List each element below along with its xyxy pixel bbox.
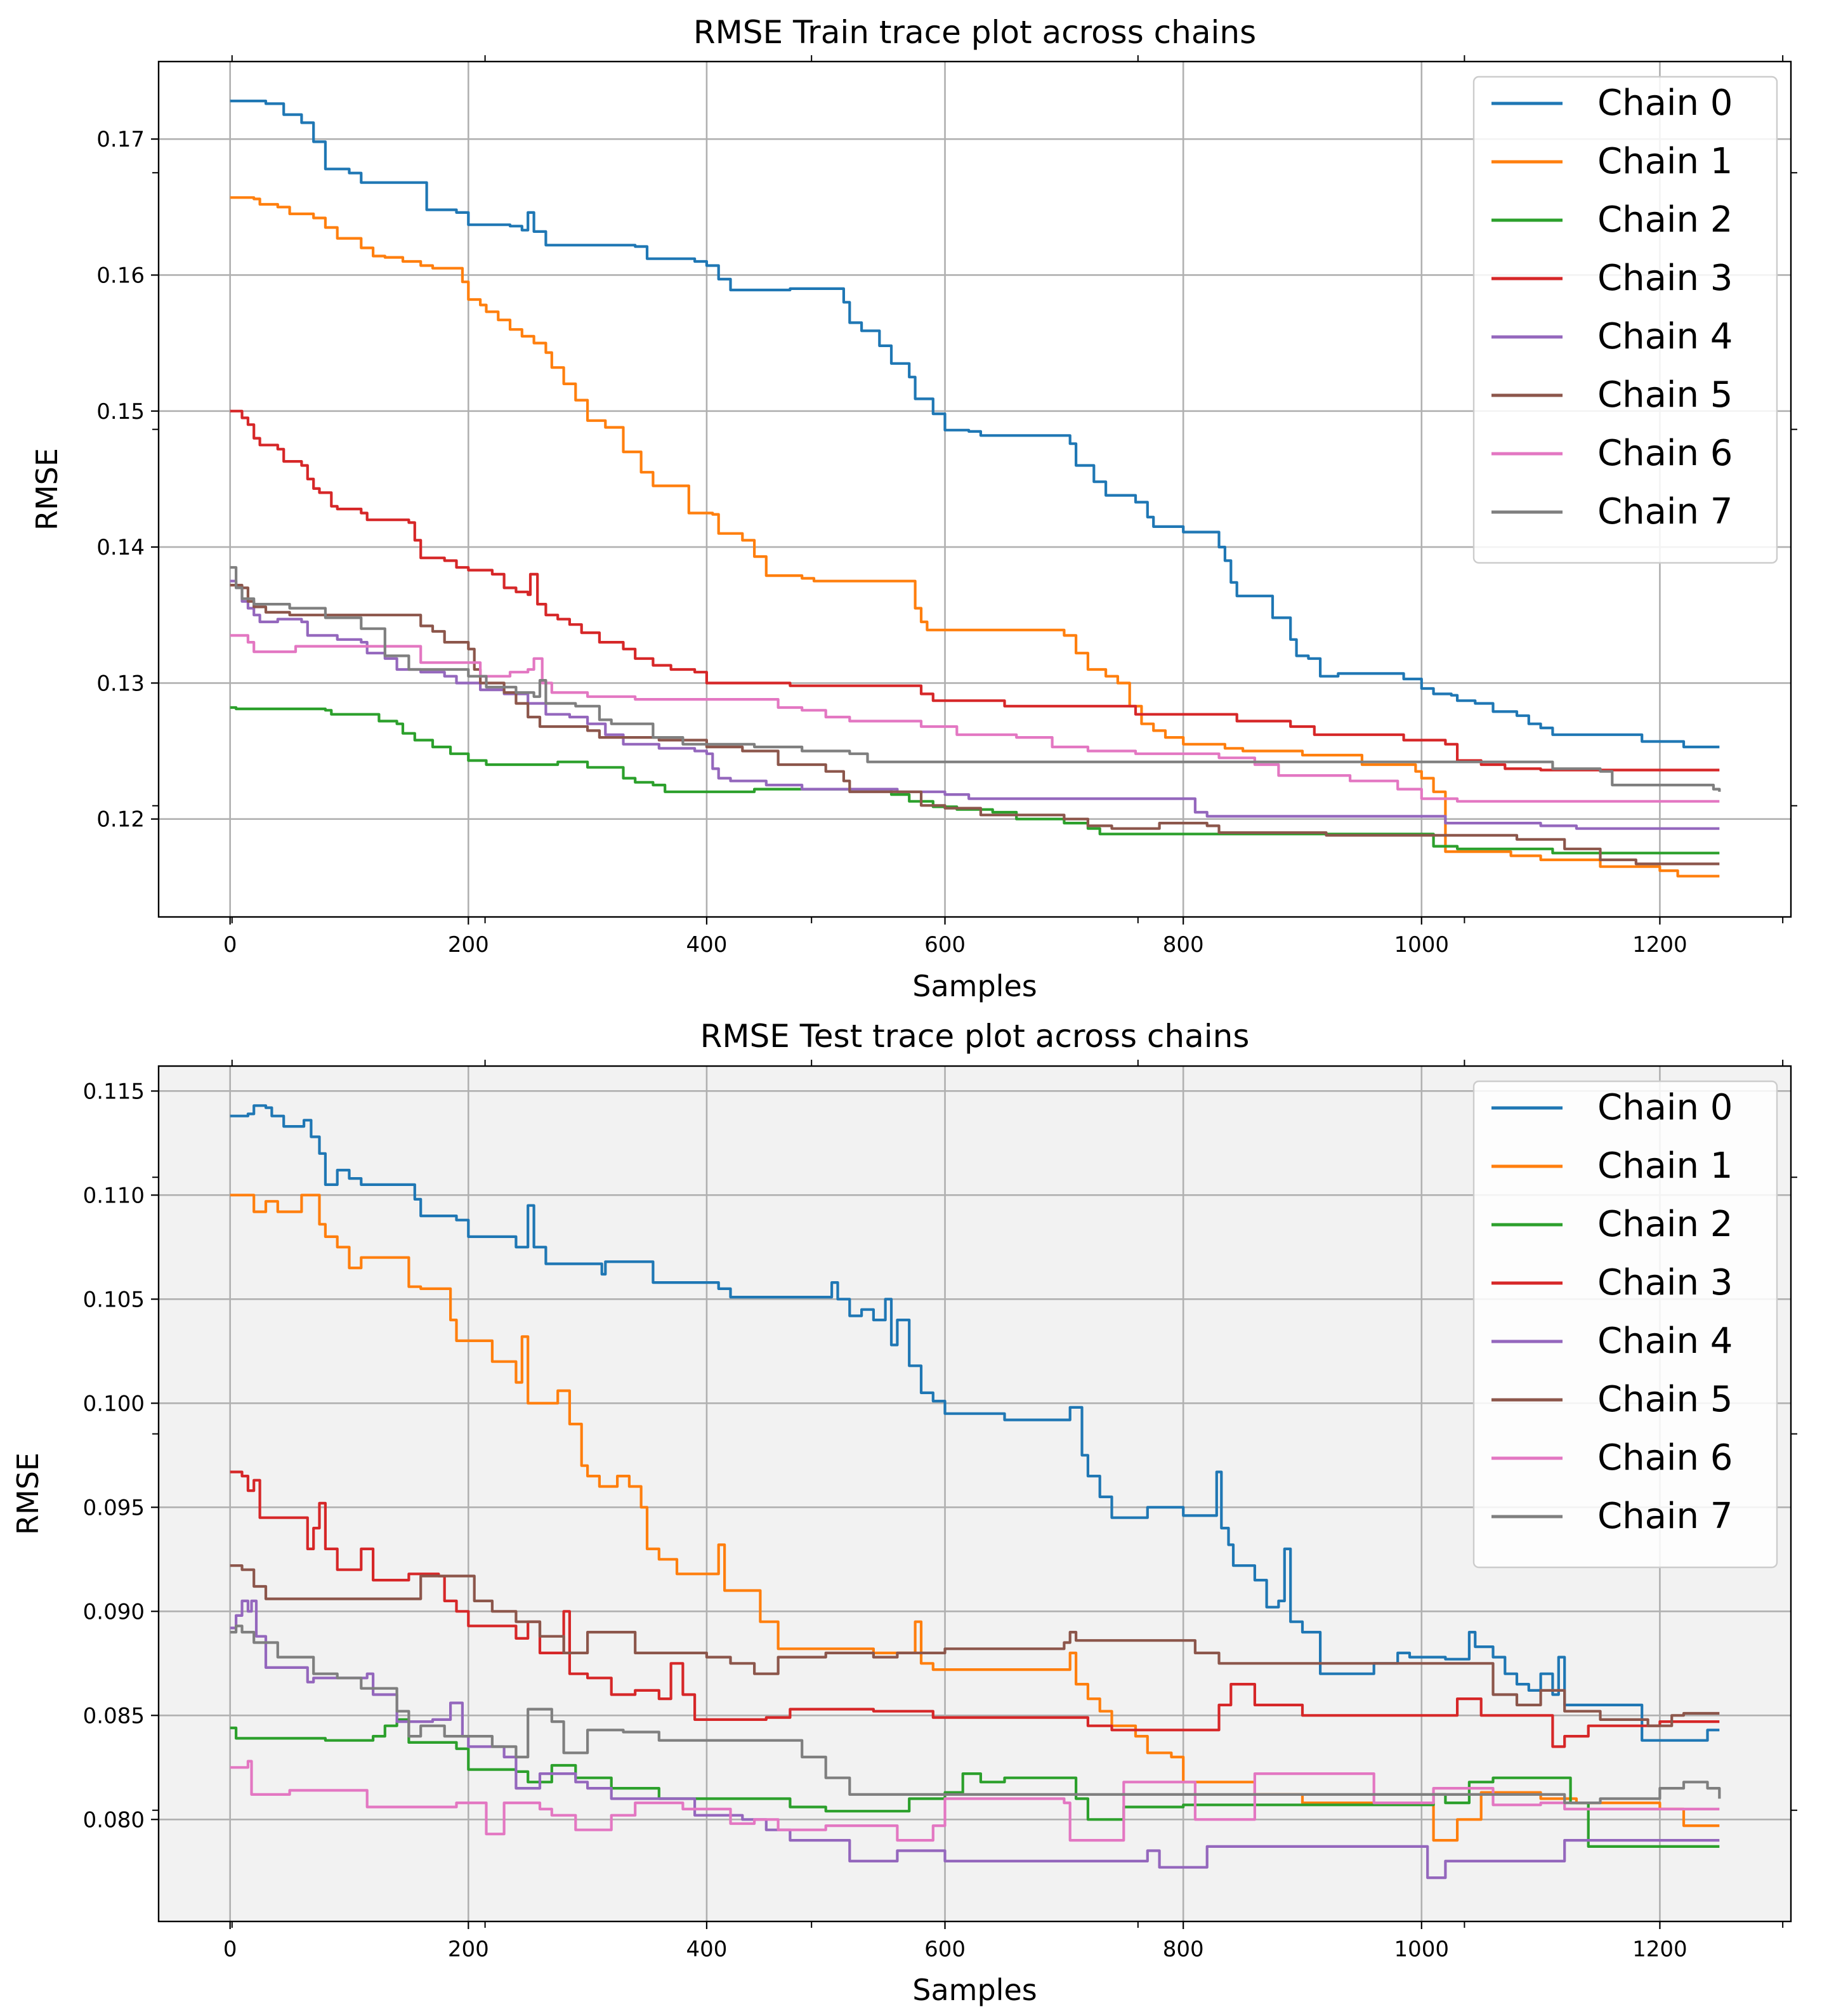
legend-label: Chain 5 — [1597, 1379, 1733, 1420]
series-group — [230, 100, 1721, 878]
y-tick-label: 0.085 — [83, 1703, 145, 1729]
series-line-chain-3 — [230, 1470, 1720, 1748]
axes-frame — [157, 60, 1792, 918]
legend-label: Chain 7 — [1597, 1496, 1733, 1537]
y-tick-label: 0.095 — [83, 1495, 145, 1520]
legend-label: Chain 4 — [1597, 316, 1733, 357]
x-tick-label: 1200 — [1632, 1937, 1688, 1962]
x-tick-label: 600 — [924, 1937, 966, 1962]
series-line-chain-7 — [230, 566, 1721, 792]
train-rmse-chart: 0 200 400 600 800 1000 1200 0.12 0.13 0.14 0.15 0.1… — [30, 14, 1797, 1003]
legend-label: Chain 3 — [1597, 1262, 1733, 1303]
legend-label: Chain 2 — [1597, 1204, 1733, 1245]
series-line-chain-5 — [230, 584, 1720, 866]
legend-label: Chain 5 — [1597, 374, 1733, 416]
series-line-chain-4 — [230, 1599, 1720, 1880]
y-tick-label: 0.14 — [96, 535, 145, 560]
y-tick-label: 0.090 — [83, 1599, 145, 1624]
series-line-chain-6 — [230, 1760, 1720, 1842]
chart-title: RMSE Test trace plot across chains — [700, 1018, 1250, 1055]
x-tick-label: 800 — [1163, 932, 1204, 958]
x-tick-label: 800 — [1163, 1937, 1204, 1962]
x-tick-label: 400 — [686, 932, 727, 958]
series-line-chain-6 — [230, 634, 1720, 803]
x-tick-label: 1000 — [1394, 1937, 1450, 1962]
series-line-chain-3 — [230, 409, 1720, 772]
series-line-chain-1 — [230, 1194, 1720, 1842]
series-line-chain-4 — [230, 579, 1720, 830]
y-tick-label: 0.15 — [96, 399, 145, 425]
legend-label: Chain 1 — [1597, 1145, 1733, 1187]
y-tick-label: 0.16 — [96, 263, 145, 288]
series-line-chain-1 — [230, 196, 1720, 878]
x-tick-label: 200 — [448, 1937, 489, 1962]
y-axis-label: RMSE — [30, 448, 64, 530]
y-tick-label: 0.080 — [83, 1807, 145, 1833]
legend-label: Chain 0 — [1597, 1087, 1733, 1128]
legend-box — [1472, 76, 1778, 564]
x-axis-label: Samples — [912, 969, 1037, 1003]
legend-label: Chain 3 — [1597, 258, 1733, 299]
x-axis-label: Samples — [912, 1973, 1037, 2007]
y-tick-label: 0.115 — [83, 1079, 145, 1104]
series-line-chain-7 — [230, 1624, 1721, 1805]
legend-label: Chain 4 — [1597, 1321, 1733, 1362]
legend-label: Chain 1 — [1597, 141, 1733, 182]
legend-label: Chain 6 — [1597, 1437, 1733, 1479]
y-tick-label: 0.100 — [83, 1391, 145, 1416]
x-tick-label: 200 — [448, 932, 489, 958]
x-tick-label: 600 — [924, 932, 966, 958]
x-tick-label: 0 — [223, 932, 237, 958]
y-axis-label: RMSE — [11, 1453, 45, 1535]
y-tick-label: 0.13 — [96, 671, 145, 696]
legend: Chain 0 Chain 1 Chain 2 Chain 3 Chain 4 Chain… — [1472, 76, 1778, 564]
y-tick-label: 0.110 — [83, 1183, 145, 1208]
series-line-chain-0 — [230, 1104, 1720, 1742]
x-tick-label: 0 — [223, 1937, 237, 1962]
y-tick-label: 0.17 — [96, 127, 145, 152]
x-tick-label: 1200 — [1632, 932, 1688, 958]
test-rmse-chart: 0 200 400 600 800 1000 1200 0.080 0.085 0.090 0.09… — [11, 1018, 1797, 2007]
series-line-chain-0 — [230, 100, 1720, 749]
x-tick-label: 1000 — [1394, 932, 1450, 958]
axes-frame — [157, 1065, 1792, 1923]
legend-label: Chain 6 — [1597, 433, 1733, 474]
legend: Chain 0 Chain 1 Chain 2 Chain 3 Chain 4 Chain… — [1472, 1080, 1778, 1569]
series-group — [230, 1104, 1721, 1880]
legend-label: Chain 2 — [1597, 199, 1733, 240]
legend-label: Chain 7 — [1597, 491, 1733, 532]
x-tick-label: 400 — [686, 1937, 727, 1962]
chart-title: RMSE Train trace plot across chains — [693, 14, 1256, 51]
series-line-chain-5 — [230, 1564, 1720, 1727]
y-tick-label: 0.105 — [83, 1287, 145, 1312]
legend-label: Chain 0 — [1597, 82, 1733, 124]
y-tick-label: 0.12 — [96, 807, 145, 833]
legend-box — [1472, 1080, 1778, 1569]
